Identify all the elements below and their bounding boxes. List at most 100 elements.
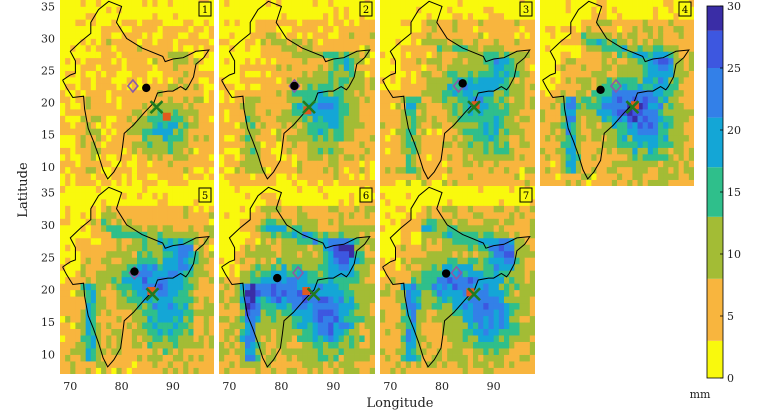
rain-cell bbox=[575, 51, 582, 59]
rain-cell bbox=[95, 224, 102, 232]
rain-cell bbox=[354, 44, 360, 52]
rain-cell bbox=[162, 0, 169, 7]
rain-cell bbox=[467, 0, 474, 7]
cross-marker bbox=[302, 100, 316, 115]
rain-cell bbox=[167, 296, 174, 304]
rain-cell bbox=[234, 218, 241, 226]
rain-cell bbox=[229, 328, 235, 336]
rain-cell bbox=[65, 38, 71, 46]
rain-cell bbox=[668, 147, 674, 155]
rain-cell bbox=[550, 109, 556, 116]
rain-cell bbox=[297, 302, 303, 310]
rain-cell bbox=[343, 166, 350, 174]
rain-cell bbox=[203, 276, 210, 284]
rain-cell bbox=[80, 51, 87, 59]
rain-cell bbox=[652, 38, 659, 46]
rain-cell bbox=[111, 153, 117, 161]
rain-cell bbox=[178, 25, 184, 33]
rain-cell bbox=[137, 328, 143, 336]
rain-cell bbox=[183, 302, 189, 310]
rain-cell bbox=[457, 25, 464, 33]
rain-cell bbox=[90, 205, 97, 213]
rain-cell bbox=[188, 270, 194, 278]
rain-cell bbox=[281, 224, 287, 232]
rain-cell bbox=[688, 57, 694, 65]
rain-cell bbox=[167, 231, 174, 239]
rain-cell bbox=[591, 109, 597, 116]
rain-cell bbox=[302, 348, 308, 355]
rain-cell bbox=[688, 102, 694, 110]
rain-cell bbox=[312, 198, 319, 206]
rain-cell bbox=[302, 309, 308, 317]
rain-cell bbox=[95, 263, 102, 271]
rain-cell bbox=[307, 38, 313, 46]
rain-cell bbox=[560, 96, 567, 104]
rain-cell bbox=[390, 102, 396, 110]
rain-cell bbox=[570, 70, 577, 78]
rain-cell bbox=[162, 179, 169, 186]
rain-cell bbox=[172, 263, 179, 271]
rain-cell bbox=[473, 70, 479, 78]
rain-cell bbox=[286, 348, 293, 355]
rain-cell bbox=[126, 25, 133, 33]
rain-cell bbox=[364, 102, 371, 110]
rain-cell bbox=[436, 38, 443, 46]
rain-cell bbox=[265, 96, 272, 104]
rain-cell bbox=[493, 76, 500, 84]
rain-cell bbox=[80, 179, 87, 186]
rain-cell bbox=[60, 257, 66, 265]
rain-cell bbox=[400, 51, 407, 59]
rain-cell bbox=[95, 250, 102, 258]
rain-cell bbox=[658, 96, 664, 104]
rain-cell bbox=[498, 25, 505, 33]
rain-cell bbox=[617, 76, 623, 84]
rain-cell bbox=[524, 153, 531, 161]
rain-cell bbox=[421, 83, 427, 91]
rain-cell bbox=[137, 76, 143, 84]
rain-cell bbox=[276, 83, 282, 91]
rain-cell bbox=[121, 115, 128, 123]
rain-cell bbox=[473, 128, 479, 136]
rain-cell bbox=[323, 237, 329, 245]
rain-cell bbox=[142, 6, 148, 14]
rain-cell bbox=[239, 25, 246, 33]
rain-cell bbox=[234, 70, 241, 78]
rain-cell bbox=[514, 173, 520, 180]
rain-cell bbox=[364, 83, 371, 91]
rain-cell bbox=[555, 44, 561, 52]
rain-cell bbox=[167, 121, 174, 129]
rain-cell bbox=[188, 276, 194, 284]
rain-cell bbox=[545, 147, 551, 155]
rain-cell bbox=[250, 237, 256, 245]
rain-cell bbox=[183, 354, 189, 362]
rain-cell bbox=[343, 25, 350, 33]
rain-cell bbox=[652, 0, 659, 7]
rain-cell bbox=[65, 309, 71, 317]
rain-cell bbox=[162, 38, 169, 46]
rain-cell bbox=[65, 263, 71, 271]
rain-cell bbox=[208, 96, 214, 104]
rain-cell bbox=[297, 0, 303, 7]
rain-cell bbox=[658, 102, 664, 110]
rain-cell bbox=[219, 153, 225, 161]
rain-cell bbox=[323, 0, 329, 7]
rain-cell bbox=[323, 263, 329, 271]
rain-cell bbox=[369, 25, 375, 33]
rain-cell bbox=[317, 19, 324, 27]
rain-cell bbox=[658, 153, 664, 161]
rain-cell bbox=[219, 231, 225, 239]
rain-cell bbox=[162, 198, 169, 206]
rain-cell bbox=[380, 147, 386, 155]
rain-cell bbox=[688, 166, 694, 174]
rain-cell bbox=[673, 70, 679, 78]
rain-cell bbox=[473, 115, 479, 123]
rain-cell bbox=[229, 348, 235, 355]
rain-cell bbox=[250, 322, 256, 330]
rain-cell bbox=[183, 76, 189, 84]
rain-cell bbox=[498, 153, 505, 161]
rain-cell bbox=[591, 38, 597, 46]
rain-cell bbox=[131, 109, 138, 116]
rain-cell bbox=[611, 6, 618, 14]
rain-cell bbox=[229, 309, 235, 317]
rain-cell bbox=[281, 361, 287, 368]
